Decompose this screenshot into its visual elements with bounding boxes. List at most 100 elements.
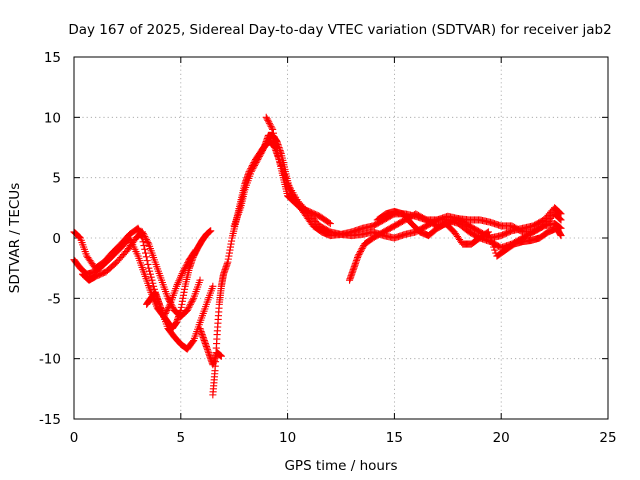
data-point (280, 171, 288, 179)
series-track-j (373, 207, 565, 260)
y-tick-label: 5 (52, 171, 61, 187)
data-point (502, 229, 511, 237)
data-point (450, 216, 459, 225)
data-point (149, 279, 157, 287)
data-point (115, 255, 123, 263)
data-point (150, 282, 158, 290)
data-point (279, 168, 287, 176)
data-point (557, 232, 565, 240)
data-point (148, 276, 156, 284)
x-tick-label: 10 (279, 430, 296, 446)
x-tick-labels: 0 5 10 15 20 25 (70, 430, 617, 446)
data-point (545, 210, 553, 218)
data-point (312, 210, 320, 219)
x-tick-label: 5 (177, 430, 186, 446)
data-point (99, 269, 107, 277)
plot-frame (73, 56, 609, 420)
x-tick-label: 25 (599, 430, 616, 446)
data-point (117, 254, 125, 262)
data-point (119, 251, 127, 259)
data-point (325, 219, 333, 227)
data-point (276, 159, 284, 167)
data-point (485, 231, 494, 239)
data-point (217, 352, 225, 360)
data-point (274, 152, 282, 160)
data-point (93, 272, 101, 280)
data-point (556, 215, 564, 223)
data-point (489, 240, 497, 248)
data-point (118, 252, 126, 260)
data-point (142, 249, 150, 257)
data-point (209, 282, 217, 290)
data-point (505, 228, 513, 236)
x-tick-label: 0 (70, 430, 79, 446)
data-point (491, 246, 499, 254)
data-points (70, 113, 565, 399)
data-point (273, 144, 281, 152)
data-point (490, 243, 498, 251)
data-point (196, 276, 204, 284)
data-point (484, 228, 492, 236)
data-point (313, 211, 321, 219)
data-point (271, 137, 279, 145)
y-tick-label: -15 (39, 412, 61, 428)
data-point (270, 133, 278, 141)
y-tick-label: 0 (52, 231, 61, 247)
data-point (543, 213, 551, 221)
series-track-b (70, 224, 217, 353)
data-point (326, 219, 334, 228)
data-point (269, 129, 277, 137)
data-point (488, 237, 496, 245)
x-axis-label: GPS time / hours (284, 458, 397, 474)
data-point (448, 218, 456, 226)
series-track-d (143, 227, 215, 333)
y-tick-label: -5 (48, 291, 61, 307)
data-point (539, 223, 547, 231)
data-point (145, 264, 153, 272)
chart-title: Day 167 of 2025, Sidereal Day-to-day VTE… (68, 22, 611, 38)
data-point (325, 227, 333, 235)
data-point (147, 273, 155, 281)
data-point (506, 227, 515, 235)
series-track-e (196, 324, 225, 369)
x-tick-label: 15 (386, 430, 403, 446)
data-point (142, 253, 150, 261)
data-point (556, 209, 564, 217)
data-point (269, 125, 277, 133)
data-point (97, 270, 105, 278)
data-point (98, 270, 106, 278)
data-point (504, 229, 512, 237)
data-point (497, 232, 505, 240)
series-track-i (345, 204, 565, 284)
data-point (544, 211, 552, 219)
data-point (111, 259, 119, 267)
data-point (94, 271, 102, 279)
data-point (498, 231, 507, 239)
data-point (282, 177, 291, 185)
y-tick-label: 10 (44, 110, 61, 126)
data-point (146, 267, 154, 275)
data-point (146, 270, 154, 278)
x-tick-label: 20 (493, 430, 510, 446)
y-tick-labels: -15 -10 -5 0 5 10 15 (39, 50, 61, 428)
data-point (91, 273, 99, 281)
data-point (95, 271, 103, 279)
data-point (144, 260, 152, 268)
data-point (449, 217, 457, 225)
y-tick-label: 15 (44, 50, 61, 66)
data-point (501, 230, 509, 238)
data-point (557, 216, 565, 224)
data-point (140, 241, 148, 250)
data-point (500, 230, 508, 238)
y-axis-label: SDTVAR / TECUs (7, 183, 23, 293)
data-point (557, 210, 565, 218)
data-point (143, 257, 151, 265)
data-point (141, 245, 149, 253)
data-point (114, 257, 122, 265)
data-point (273, 148, 282, 156)
data-point (486, 234, 495, 242)
data-point (281, 174, 290, 182)
data-point (277, 162, 285, 170)
data-point (121, 249, 129, 257)
